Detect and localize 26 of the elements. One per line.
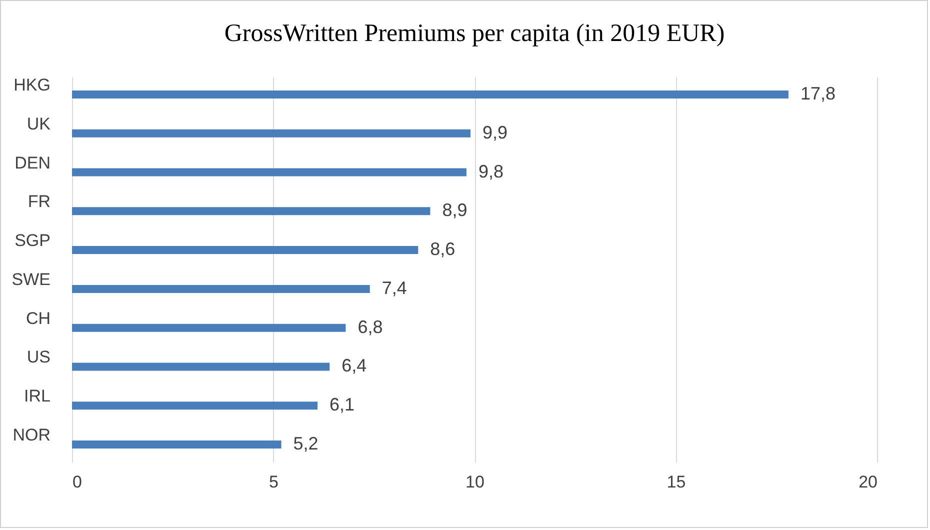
x-tick-label: 0	[72, 472, 82, 492]
chart-title: GrossWritten Premiums per capita (in 2019 EUR)	[224, 20, 725, 47]
y-tick-label: HKG	[14, 76, 50, 94]
data-label: 6,8	[358, 316, 383, 337]
data-label: 9,8	[478, 161, 504, 182]
data-label: 7,4	[382, 278, 407, 298]
y-tick-label: DEN	[14, 153, 50, 172]
data-label: 8,9	[442, 200, 468, 220]
y-tick-label: IRL	[24, 386, 50, 406]
x-tick-label: 10	[466, 472, 484, 492]
y-tick-label: FR	[28, 192, 50, 212]
data-label: 5,2	[293, 434, 318, 454]
x-tick-label: 20	[858, 472, 878, 492]
y-tick-label: US	[26, 348, 50, 367]
data-label: 6,4	[342, 356, 367, 376]
data-label: 6,1	[330, 394, 355, 415]
y-tick-label: UK	[26, 114, 52, 134]
data-label: 8,6	[430, 239, 456, 260]
data-label: 9,9	[482, 122, 508, 142]
y-tick-label: SWE	[12, 270, 50, 289]
x-tick-label: 5	[269, 472, 278, 492]
x-tick-label: 15	[666, 472, 686, 492]
y-tick-label: NOR	[12, 426, 50, 444]
y-tick-label: CH	[26, 308, 50, 328]
y-tick-label: SGP	[14, 231, 50, 250]
data-label: 17,8	[800, 84, 836, 104]
